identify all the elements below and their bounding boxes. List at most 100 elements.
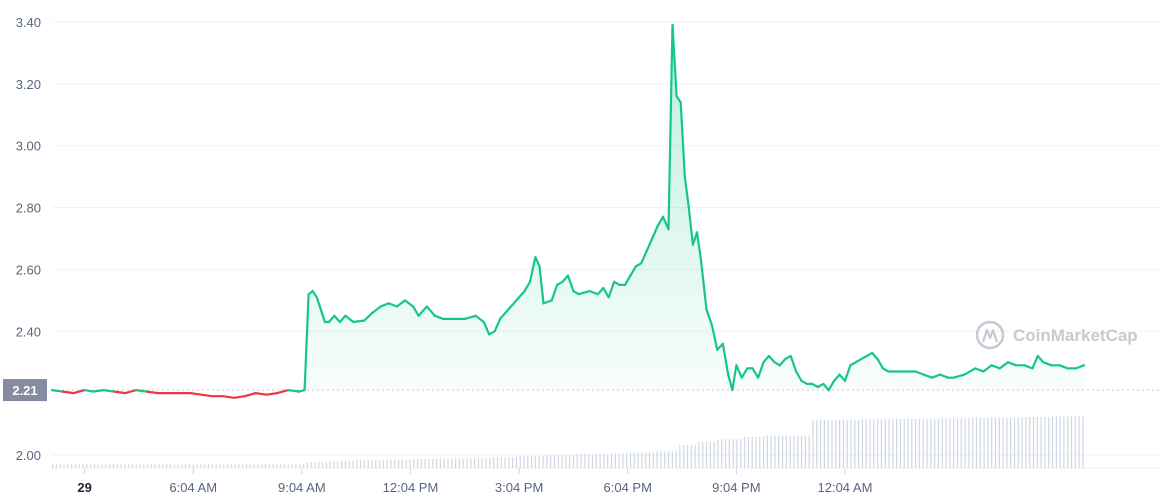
volume-bar (204, 464, 206, 468)
volume-bar (930, 418, 932, 468)
volume-bar (690, 445, 692, 468)
volume-bar (835, 420, 837, 468)
price-line-segment (528, 256, 537, 283)
volume-bar (633, 452, 635, 468)
price-line-segment (838, 373, 847, 382)
price-line-segment (687, 206, 695, 246)
volume-bar (622, 453, 624, 468)
volume-bar (861, 418, 864, 468)
volume-bar (675, 451, 677, 468)
volume-bar (519, 456, 521, 468)
price-line-segment (474, 314, 485, 324)
volume-bar (280, 464, 282, 468)
watermark-text: CoinMarketCap (1013, 326, 1138, 345)
x-tick-label: 12:04 AM (818, 480, 873, 495)
price-line-segment (232, 395, 246, 399)
volume-bar (629, 452, 632, 468)
price-line-segment (265, 392, 279, 396)
volume-bar (671, 451, 673, 468)
volume-bar (447, 458, 449, 468)
volume-bar (941, 418, 943, 468)
volume-bar (477, 458, 480, 468)
price-line-segment (50, 389, 65, 393)
volume-bar (226, 464, 229, 468)
volume-bar (196, 464, 198, 468)
volume-bar (664, 451, 666, 468)
x-tick-label: 6:04 PM (604, 480, 652, 495)
volume-bar (340, 460, 343, 468)
price-line-segment (870, 351, 879, 361)
x-tick-label: 9:04 AM (278, 480, 326, 495)
volume-bar (185, 464, 187, 468)
y-tick-label: 2.40 (16, 324, 41, 339)
price-line-segment (827, 379, 836, 392)
volume-bar (778, 435, 780, 468)
price-line-segment (629, 265, 638, 277)
y-tick-label: 2.80 (16, 201, 41, 216)
volume-bar (512, 457, 514, 468)
volume-bar (177, 464, 179, 468)
volume-bar (508, 457, 510, 468)
price-line-segment (91, 389, 105, 393)
y-tick-label: 3.40 (16, 15, 41, 30)
price-line-segment (499, 308, 510, 320)
volume-bar (451, 458, 453, 468)
volume-bar (215, 464, 217, 468)
volume-bars (52, 416, 1084, 468)
price-line-segment (767, 354, 776, 364)
volume-bar (576, 454, 578, 468)
volume-bar (709, 441, 711, 468)
volume-bar (747, 436, 749, 468)
volume-bar (466, 458, 468, 468)
price-line-segment (623, 274, 632, 286)
volume-bar (626, 453, 628, 468)
volume-bar (367, 460, 369, 468)
volume-bar (264, 464, 267, 468)
volume-bar (899, 418, 902, 468)
price-line-segment (794, 370, 803, 382)
volume-bar (424, 459, 426, 468)
price-line-segment (276, 389, 290, 395)
price-line-segment (974, 367, 985, 373)
reference-badge-bg (3, 379, 47, 402)
volume-bar (207, 464, 210, 468)
volume-bar (1040, 417, 1042, 468)
volume-bar (55, 464, 58, 468)
volume-bar (717, 439, 719, 468)
volume-bar (915, 418, 917, 468)
price-line-segment (200, 393, 214, 398)
volume-bar (850, 420, 852, 468)
volume-bar (272, 464, 274, 468)
volume-bar (52, 464, 54, 468)
volume-bar (147, 464, 149, 468)
reference-price-badge: 2.21 (3, 379, 47, 402)
volume-bar (397, 459, 400, 468)
price-line-segment (762, 354, 771, 364)
volume-bar (321, 462, 324, 468)
volume-bar (1082, 416, 1084, 468)
volume-bar (333, 460, 335, 468)
volume-bar (755, 436, 757, 468)
price-line-segment (843, 364, 852, 382)
price-line[interactable] (50, 24, 1086, 399)
price-line-segment (561, 274, 570, 283)
volume-bar (880, 418, 883, 468)
price-line-segment (113, 390, 127, 395)
volume-bar (865, 418, 867, 468)
price-line-segment (371, 305, 382, 314)
volume-bar (572, 454, 575, 468)
volume-bar (401, 459, 403, 468)
volume-bar (504, 457, 506, 468)
price-line-segment (930, 373, 942, 379)
volume-bar (1010, 417, 1012, 468)
volume-bar (816, 420, 818, 468)
volume-bar (405, 459, 407, 468)
volume-bar (964, 418, 966, 468)
volume-bar (337, 460, 339, 468)
volume-bar (230, 464, 232, 468)
volume-bar (599, 454, 601, 468)
volume-bar (949, 418, 951, 468)
volume-bar (291, 464, 293, 468)
